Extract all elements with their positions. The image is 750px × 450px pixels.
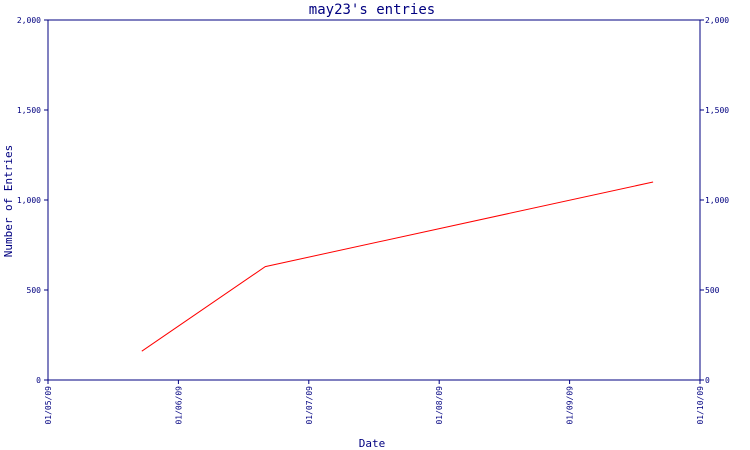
x-tick-label: 01/10/09 bbox=[696, 386, 705, 425]
y-tick-right-label: 1,500 bbox=[705, 106, 729, 115]
x-axis-label: Date bbox=[359, 437, 386, 450]
series-line bbox=[141, 181, 654, 352]
x-tick-label: 01/06/09 bbox=[174, 386, 183, 425]
x-tick-label: 01/07/09 bbox=[305, 386, 314, 425]
x-tick-label: 01/09/09 bbox=[566, 386, 575, 425]
chart-title: may23's entries bbox=[309, 2, 435, 18]
y-tick-left-label: 1,000 bbox=[17, 196, 41, 205]
x-tick-label: 01/05/09 bbox=[44, 386, 53, 425]
x-ticks: 01/05/09 01/06/09 01/07/09 01/08/09 01/09/09… bbox=[44, 380, 705, 425]
y-tick-left-label: 1,500 bbox=[17, 106, 41, 115]
y-tick-right-label: 500 bbox=[705, 286, 720, 295]
y-tick-left-label: 0 bbox=[36, 376, 41, 385]
y-tick-left-label: 2,000 bbox=[17, 16, 41, 25]
y-tick-right-label: 1,000 bbox=[705, 196, 729, 205]
plot-area-frame bbox=[47, 19, 701, 381]
y-ticks-left: 0 500 1,000 1,500 2,000 bbox=[17, 16, 48, 385]
y-tick-left-label: 500 bbox=[27, 286, 42, 295]
y-tick-right-label: 2,000 bbox=[705, 16, 729, 25]
y-axis-label: Number of Entries bbox=[2, 145, 15, 258]
series-group bbox=[141, 181, 654, 352]
y-tick-right-label: 0 bbox=[705, 376, 710, 385]
x-tick-label: 01/08/09 bbox=[435, 386, 444, 425]
y-ticks-right: 0 500 1,000 1,500 2,000 bbox=[700, 16, 729, 385]
